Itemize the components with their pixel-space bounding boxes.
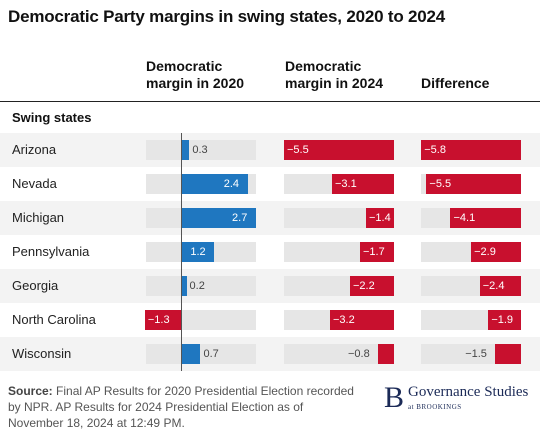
bar-2024: [284, 140, 394, 160]
value-label-diff: −2.9: [474, 246, 496, 258]
section-label: Swing states: [12, 110, 92, 125]
column-header-2024: Democratic margin in 2024: [285, 58, 384, 91]
column-header-2020: Democratic margin in 2020: [146, 58, 245, 91]
source-text: Final AP Results for 2020 Presidential E…: [8, 384, 354, 430]
bar-track-2020: [146, 140, 256, 160]
state-label: Michigan: [12, 210, 65, 225]
value-label-2024: −0.8: [348, 348, 370, 360]
table-row: Arizona 0.3 −5.5 −5.8: [0, 133, 540, 167]
bar-2020: [144, 310, 181, 330]
value-label-2020: 0.2: [189, 280, 205, 292]
value-label-2020: −1.3: [147, 314, 170, 326]
state-label: North Carolina: [12, 312, 96, 327]
value-label-2020: 2.7: [232, 212, 248, 224]
table-row: Pennsylvania 1.2 −1.7 −2.9: [0, 235, 540, 269]
value-label-2024: −2.2: [353, 280, 375, 292]
bar-2024: [350, 276, 394, 296]
bar-diff: [426, 174, 521, 194]
value-label-2020: 1.2: [190, 246, 206, 258]
bar-track-2024: [284, 344, 394, 364]
header-rule: [0, 101, 540, 102]
bar-diff: [488, 310, 521, 330]
state-label: Wisconsin: [12, 346, 72, 361]
state-label: Arizona: [12, 142, 57, 157]
bar-2024: [360, 242, 394, 262]
value-label-diff: −1.9: [491, 314, 514, 326]
table-row: Michigan 2.7 −1.4 −4.1: [0, 201, 540, 235]
state-label: Georgia: [12, 278, 59, 293]
bar-2020: [181, 242, 215, 262]
logo-org: at BROOKINGS: [408, 403, 462, 411]
bar-2020: [181, 344, 201, 364]
bar-2024: [366, 208, 394, 228]
bar-diff: [479, 276, 521, 296]
value-label-diff: −1.5: [465, 348, 487, 360]
bar-2020: [181, 276, 187, 296]
table-row: Georgia 0.2 −2.2 −2.4: [0, 269, 540, 303]
value-label-2020: 0.7: [203, 348, 219, 360]
bar-track-2020: [146, 344, 256, 364]
zero-axis-2020: [181, 133, 182, 371]
bar-track-2020: [146, 276, 256, 296]
value-label-diff: −4.1: [453, 212, 476, 224]
value-label-2020: 2.4: [223, 178, 240, 190]
logo-name: Governance Studies: [408, 384, 529, 400]
value-label-2024: −5.5: [287, 144, 309, 156]
column-header-difference: Difference: [421, 75, 490, 91]
bar-diff: [450, 208, 521, 228]
bar-diff: [471, 242, 521, 262]
value-label-2024: −1.4: [369, 212, 391, 224]
bar-2020: [181, 140, 190, 160]
value-label-diff: −2.4: [482, 280, 505, 292]
source-note: Source: Final AP Results for 2020 Presid…: [8, 383, 358, 431]
bar-diff: [421, 140, 521, 160]
bar-2020: [181, 174, 248, 194]
table-row: Nevada 2.4 −3.1 −5.5: [0, 167, 540, 201]
bar-2024: [378, 344, 394, 364]
table-row: Wisconsin 0.7 −0.8 −1.5: [0, 337, 540, 371]
bar-2020: [181, 208, 257, 228]
value-label-diff: −5.8: [424, 144, 446, 156]
state-label: Nevada: [12, 176, 57, 191]
value-label-2024: −3.1: [335, 178, 357, 190]
brookings-logo: B Governance Studies at BROOKINGS: [384, 383, 534, 413]
value-label-diff: −5.5: [429, 178, 452, 190]
bar-2024: [332, 174, 394, 194]
source-label: Source:: [8, 384, 53, 398]
logo-letter: B: [384, 381, 405, 414]
value-label-2024: −3.2: [333, 314, 355, 326]
bar-2024: [330, 310, 394, 330]
value-label-2024: −1.7: [363, 246, 385, 258]
state-label: Pennsylvania: [12, 244, 90, 259]
chart-title: Democratic Party margins in swing states…: [8, 7, 446, 26]
value-label-2020: 0.3: [192, 144, 208, 156]
table-row: North Carolina −1.3 −3.2 −1.9: [0, 303, 540, 337]
bar-diff: [495, 344, 521, 364]
